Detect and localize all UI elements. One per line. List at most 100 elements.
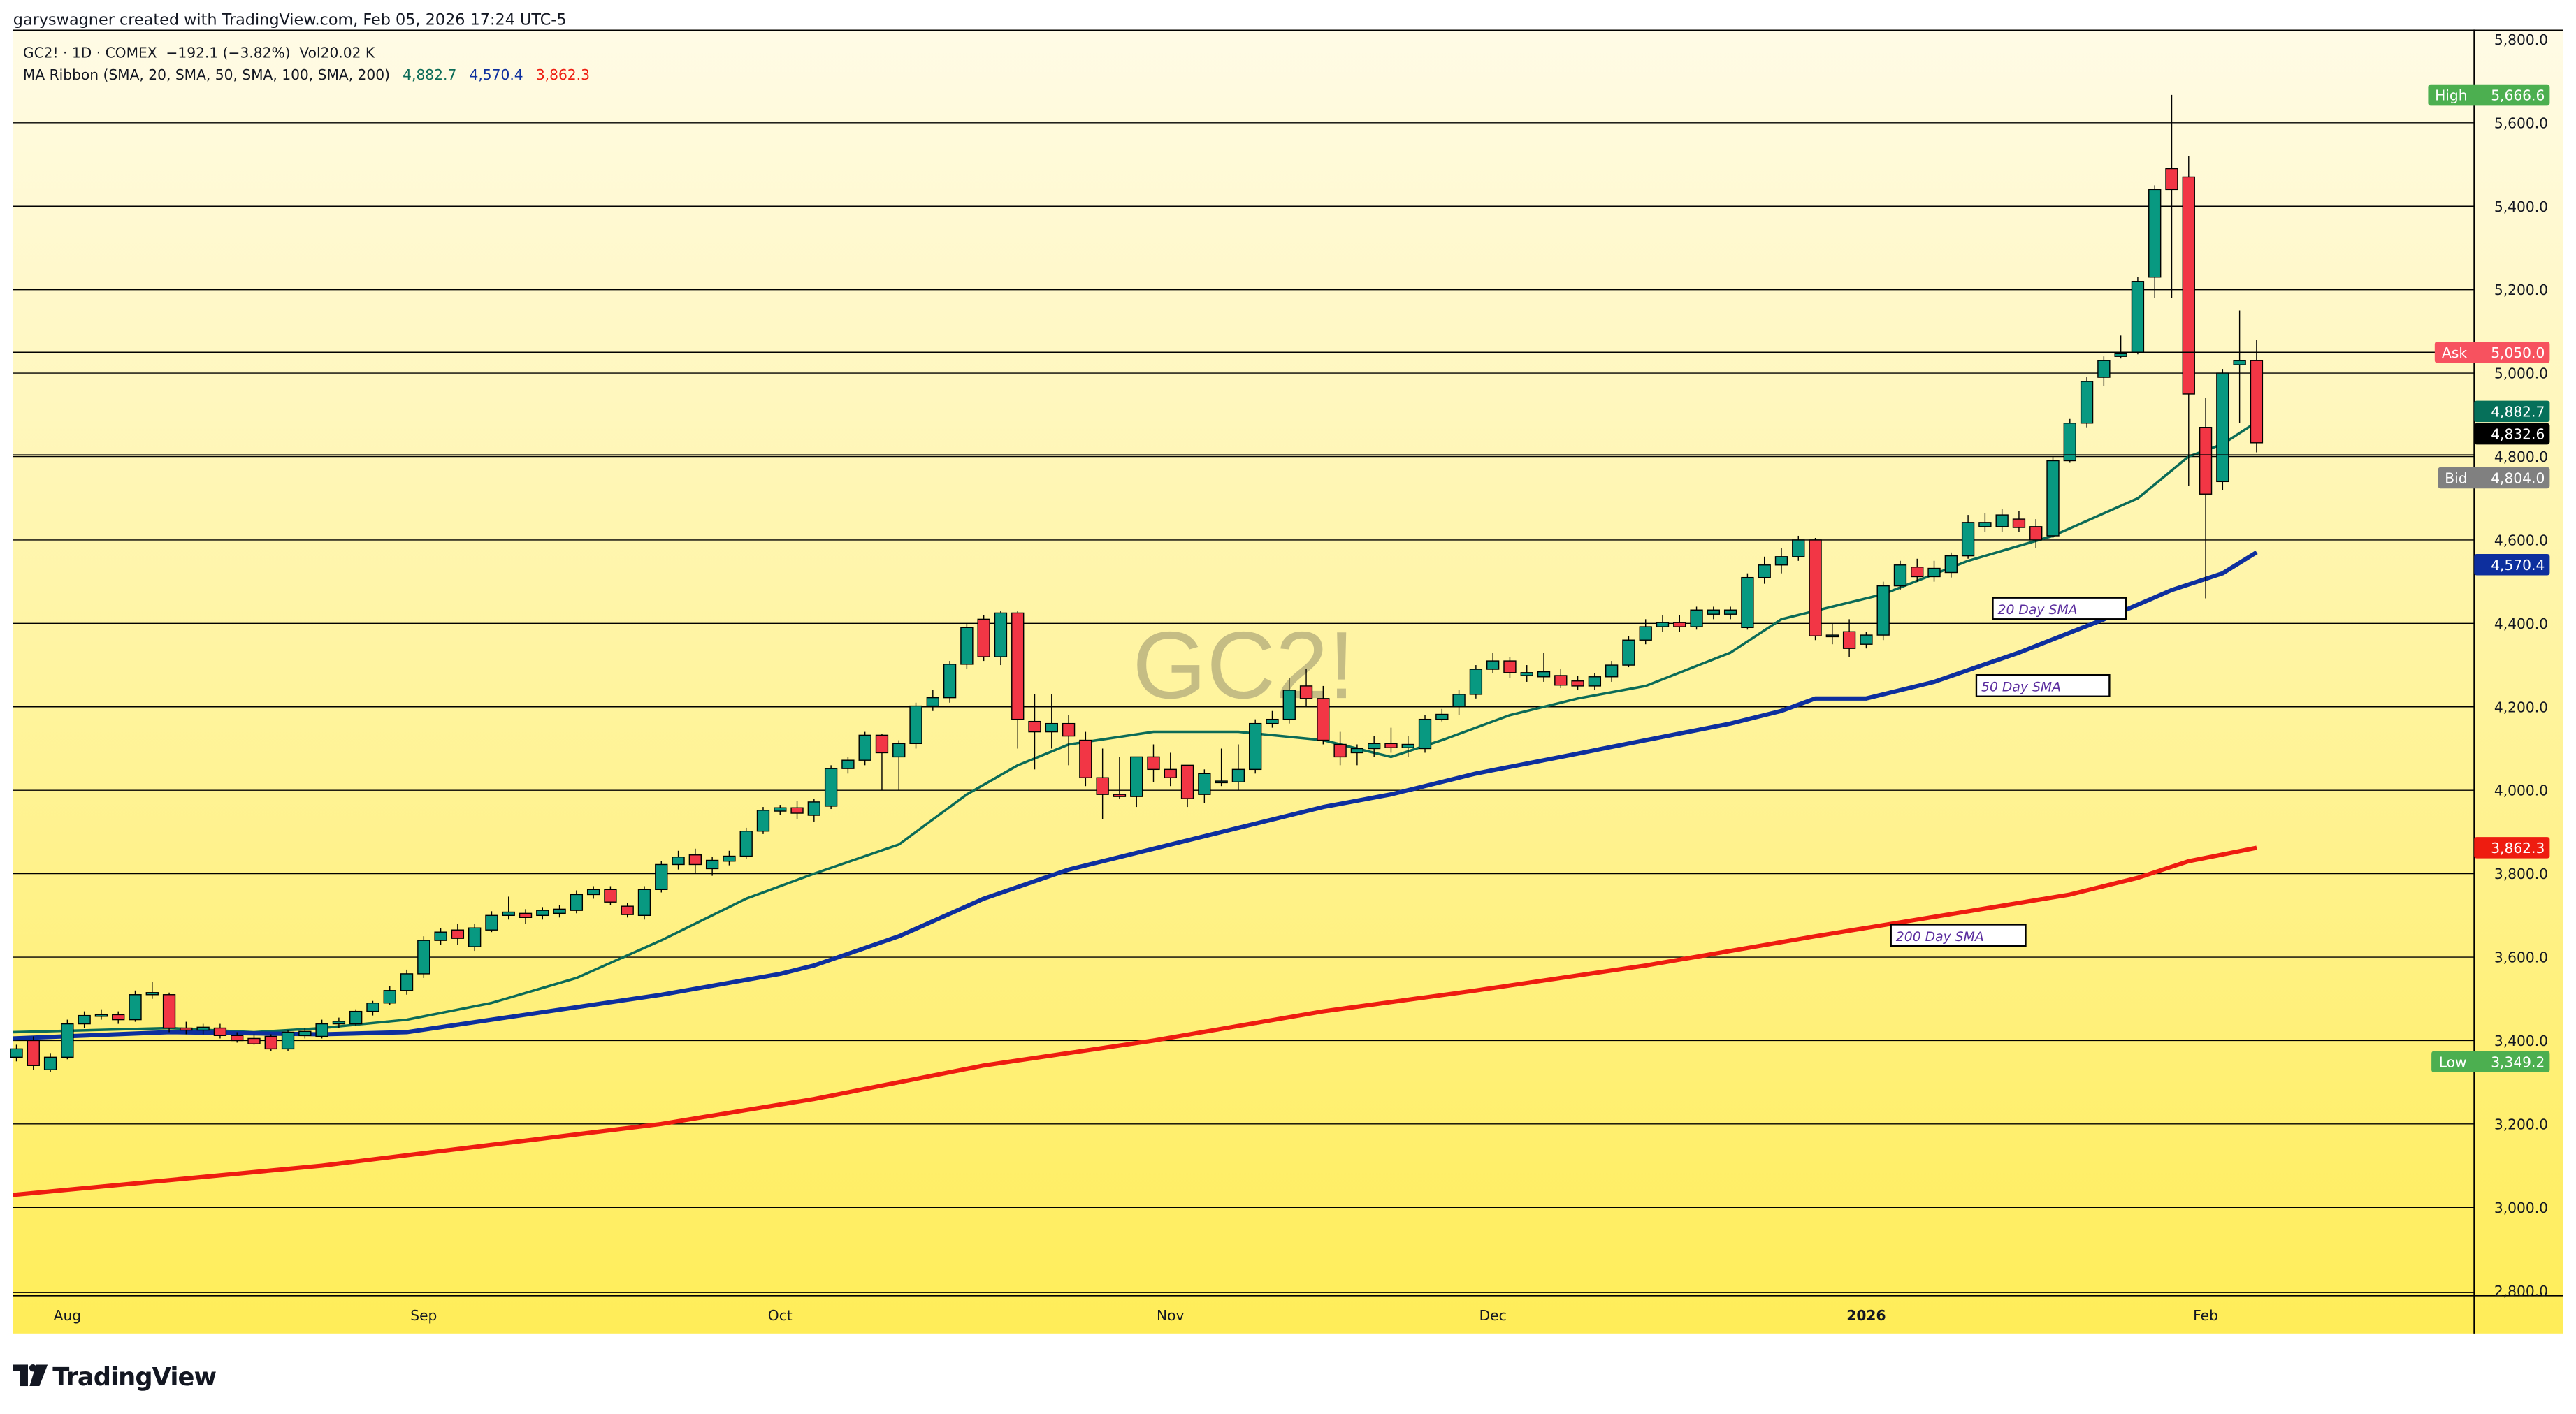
- candle: [332, 1017, 346, 1028]
- candle: [1639, 619, 1652, 645]
- annotation-20-day-sma[interactable]: 20 Day SMA: [1992, 597, 2127, 620]
- price-tick-label: 5,800.0: [2494, 31, 2548, 48]
- candle-body-down: [2012, 518, 2026, 528]
- symbol-legend[interactable]: GC2! · 1D · COMEX −192.1 (−3.82%) Vol20.…: [23, 44, 375, 61]
- sma200-line: [13, 845, 2257, 1197]
- candle: [1995, 509, 2009, 532]
- candle: [1860, 632, 1873, 649]
- annotation-50-day-sma[interactable]: 50 Day SMA: [1975, 673, 2111, 697]
- time-tick-label: Feb: [2193, 1307, 2218, 1324]
- candle-body-down: [621, 905, 634, 915]
- candle: [1690, 606, 1703, 630]
- tradingview-logo-icon: [13, 1364, 48, 1387]
- candle-body-down: [1673, 622, 1686, 627]
- candle-body-up: [1368, 743, 1381, 750]
- candle-body-up: [2080, 381, 2094, 424]
- candle: [1774, 548, 1788, 574]
- candle-body-up: [1622, 639, 1635, 666]
- candle-body-up: [400, 973, 414, 991]
- candle: [723, 850, 736, 866]
- candle-body-up: [909, 705, 922, 745]
- sma50-badge-bg: [2474, 553, 2550, 576]
- time-axis[interactable]: Aug Sep Oct Nov Dec 2026 Feb: [54, 1307, 2218, 1324]
- candle-body-up: [1792, 539, 1805, 557]
- candle-body-up: [1520, 672, 1533, 676]
- candle-body-up: [705, 859, 719, 870]
- candle: [705, 857, 719, 876]
- candle-body-up: [1944, 555, 1958, 574]
- price-gridlines: [13, 122, 2475, 1208]
- bid-badge-label: Bid: [2445, 470, 2467, 487]
- candle-body-up: [485, 914, 498, 931]
- candle: [637, 886, 651, 920]
- candle-body-down: [1096, 777, 1109, 795]
- candle: [672, 850, 685, 870]
- price-tick-label: 5,400.0: [2494, 198, 2548, 215]
- candle: [1333, 731, 1347, 766]
- candle: [2131, 277, 2145, 355]
- candle: [1944, 552, 1958, 578]
- candle: [2063, 418, 2076, 463]
- candle: [1384, 727, 1398, 753]
- candle: [281, 1030, 295, 1051]
- candle-body-up: [926, 697, 939, 707]
- time-tick-label: Oct: [768, 1307, 793, 1324]
- candle-body-up: [78, 1014, 91, 1025]
- candle-body-down: [977, 618, 990, 657]
- candle: [1164, 752, 1177, 787]
- price-tick-label: 4,200.0: [2494, 699, 2548, 715]
- candle-body-up: [2131, 281, 2145, 353]
- candle-body-up: [1639, 626, 1652, 641]
- candle-body-up: [383, 990, 396, 1004]
- candle: [824, 765, 838, 810]
- candle-body-down: [213, 1027, 227, 1036]
- candle: [2182, 156, 2195, 486]
- candle-body-up: [366, 1002, 379, 1012]
- low-badge-bg: [2431, 1051, 2550, 1073]
- candle-body-up: [2063, 423, 2076, 462]
- low-price-badge: Low 3,349.2: [2431, 1051, 2550, 1073]
- ma-ribbon-legend[interactable]: MA Ribbon (SMA, 20, SMA, 50, SMA, 100, S…: [23, 66, 590, 83]
- candle: [1961, 515, 1975, 559]
- candle-body-up: [2148, 189, 2162, 278]
- last-price-badge: 4,832.6: [2474, 423, 2550, 445]
- candle: [1079, 731, 1092, 787]
- candle: [1401, 736, 1414, 757]
- candle: [536, 907, 549, 920]
- candle-body-up: [637, 889, 651, 917]
- price-axis[interactable]: 5,800.0 5,600.0 5,400.0 5,200.0 5,000.0 4,800…: [2494, 31, 2548, 1299]
- candle-body-up: [1758, 564, 1771, 578]
- candle-body-up: [655, 863, 668, 890]
- chart-pane[interactable]: [13, 29, 2563, 1334]
- tradingview-logo[interactable]: TradingView: [13, 1363, 217, 1392]
- price-tick-label: 5,600.0: [2494, 115, 2548, 131]
- candle-body-up: [1723, 609, 1737, 615]
- candle-body-up: [960, 627, 974, 665]
- candle: [1249, 719, 1262, 774]
- candle: [570, 890, 584, 914]
- candle: [1758, 556, 1771, 584]
- candle: [519, 909, 533, 924]
- candle: [196, 1023, 210, 1035]
- candle-body-down: [1503, 660, 1517, 673]
- candle-body-up: [1215, 780, 1228, 784]
- candle: [213, 1023, 227, 1039]
- annotation-200-day-sma[interactable]: 200 Day SMA: [1890, 924, 2027, 947]
- price-tick-label: 2,800.0: [2494, 1283, 2548, 1299]
- candle-body-up: [129, 994, 142, 1021]
- candle: [94, 1009, 108, 1020]
- price-tick-label: 3,000.0: [2494, 1200, 2548, 1216]
- candle: [2233, 310, 2246, 423]
- candle: [1588, 673, 1602, 690]
- candle-body-up: [434, 931, 447, 941]
- candle-body-down: [1299, 685, 1313, 699]
- candle-body-up: [2046, 460, 2060, 537]
- candle-body-up: [2216, 372, 2229, 483]
- candle-body-up: [1537, 671, 1551, 678]
- low-badge-value: 3,349.2: [2491, 1054, 2545, 1070]
- candle: [739, 827, 753, 859]
- candle: [553, 905, 566, 918]
- candle-body-up: [2097, 360, 2111, 378]
- candle: [78, 1011, 91, 1028]
- candle: [1554, 669, 1568, 688]
